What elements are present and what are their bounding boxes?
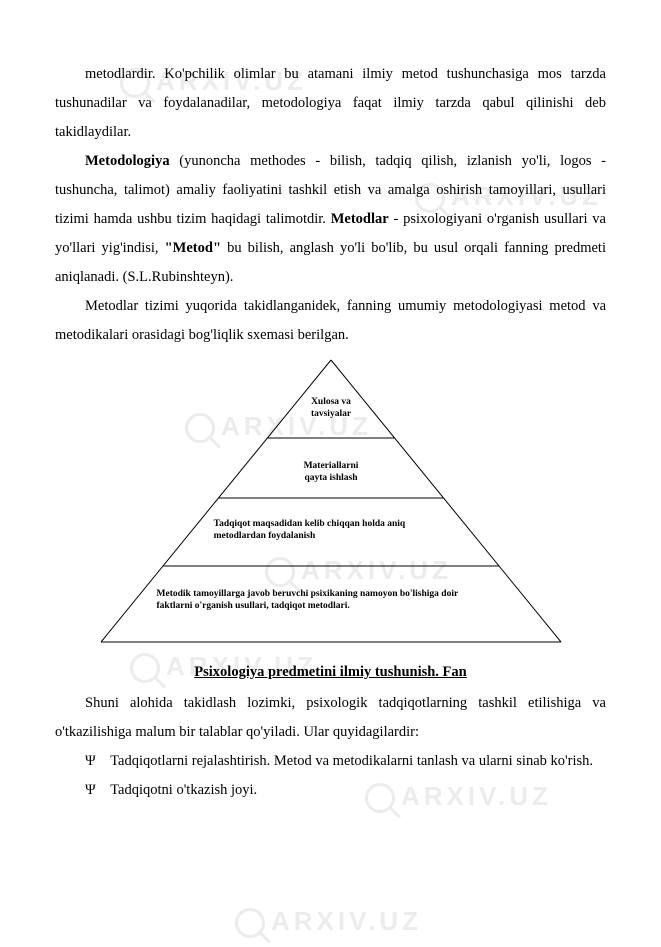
svg-text:Xulosa va: Xulosa va xyxy=(311,397,351,407)
watermark: ARXIV.UZ xyxy=(235,895,422,947)
psi-icon: Ψ xyxy=(85,753,96,769)
term-metodlar: Metodlar xyxy=(331,211,389,227)
svg-text:tavsiyalar: tavsiyalar xyxy=(310,409,351,419)
paragraph-4: Shuni alohida takidlash lozimki, psixolo… xyxy=(55,689,606,747)
psi-icon: Ψ xyxy=(85,782,96,798)
pyramid-diagram: Xulosa va tavsiyalar Materiallarni qayta is… xyxy=(55,356,606,646)
term-metodologiya: Metodologiya xyxy=(85,153,170,169)
bullet-1: Ψ Tadqiqotlarni rejalashtirish. Metod va… xyxy=(55,747,606,776)
bullet-2: Ψ Tadqiqotni o'tkazish joyi. xyxy=(55,776,606,805)
svg-text:Materiallarni: Materiallarni xyxy=(303,461,358,471)
bullet-2-text: Tadqiqotni o'tkazish joyi. xyxy=(110,782,257,798)
svg-text:metodlardan foydalanish: metodlardan foydalanish xyxy=(213,531,315,541)
bullet-1-text: Tadqiqotlarni rejalashtirish. Metod va m… xyxy=(110,753,593,769)
section-heading: Psixologiya predmetini ilmiy tushunish. … xyxy=(55,658,606,687)
svg-text:Tadqiqot maqsadidan kelib chiq: Tadqiqot maqsadidan kelib chiqqan holda … xyxy=(213,519,405,529)
svg-text:qayta ishlash: qayta ishlash xyxy=(304,473,358,483)
svg-text:faktlarni o'rganish usullari,: faktlarni o'rganish usullari, tadqiqot m… xyxy=(156,601,349,611)
paragraph-2: Metodologiya (yunoncha methodes - bilish… xyxy=(55,147,606,292)
term-metod: "Metod" xyxy=(165,240,221,256)
svg-text:Metodik tamoyillarga javob ber: Metodik tamoyillarga javob beruvchi psix… xyxy=(156,589,458,599)
paragraph-1: metodlardir. Ko'pchilik olimlar bu atama… xyxy=(55,60,606,147)
paragraph-3: Metodlar tizimi yuqorida takidlanganidek… xyxy=(55,292,606,350)
